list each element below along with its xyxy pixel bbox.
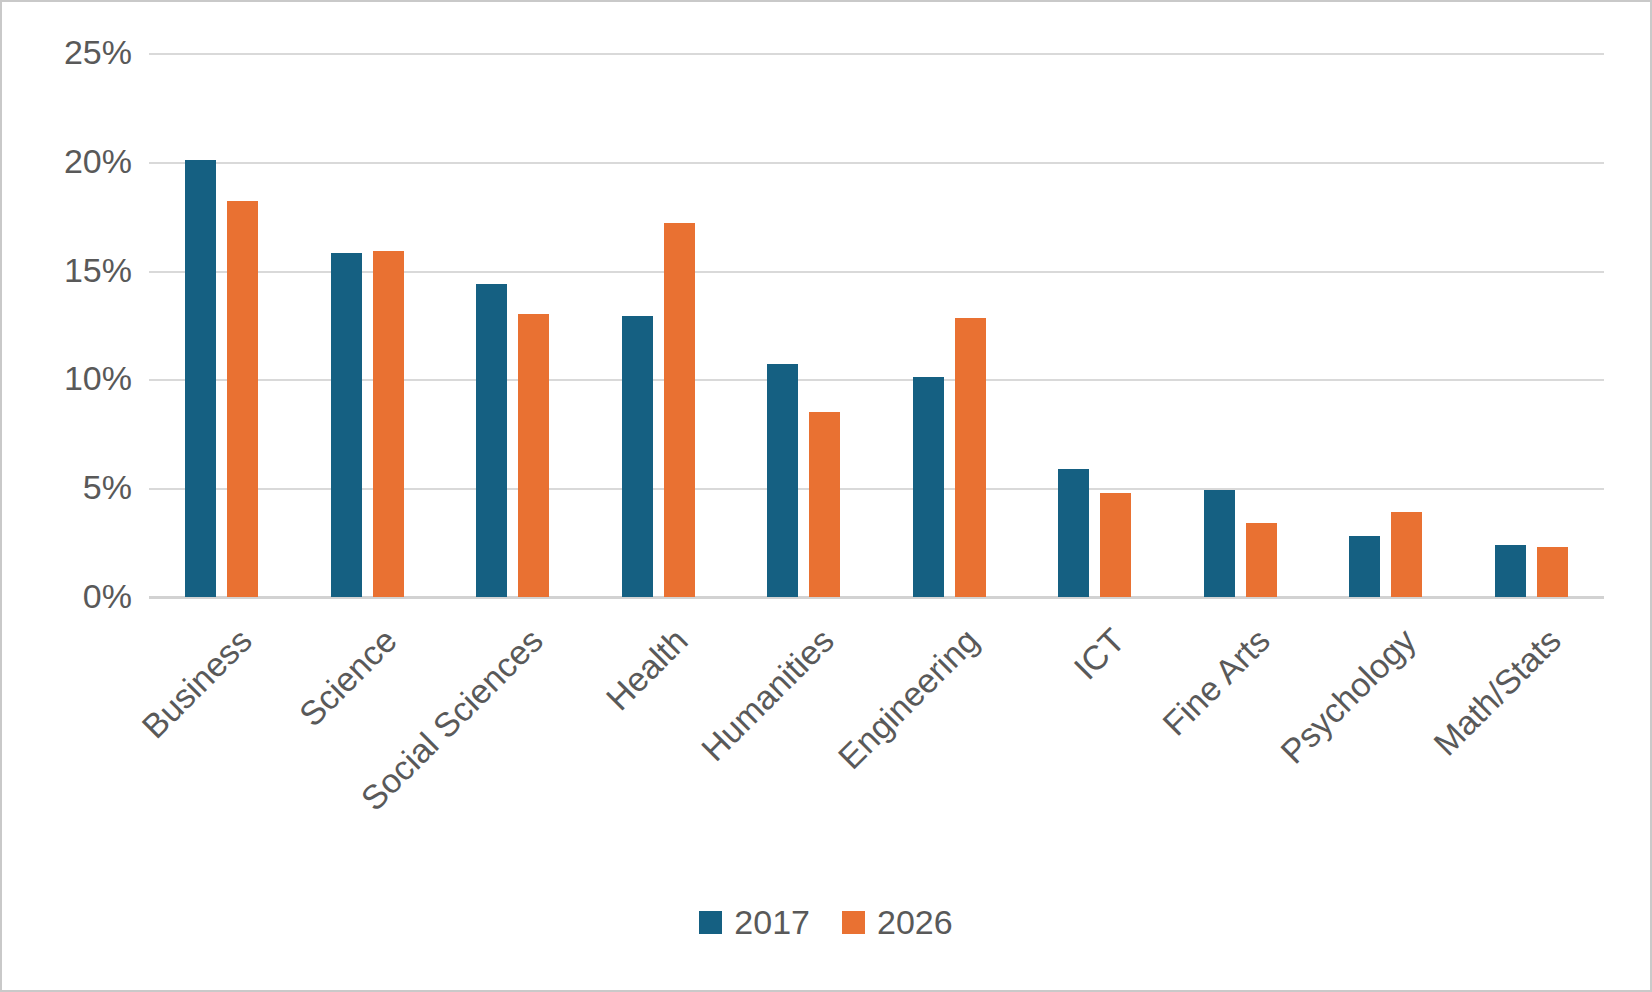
cluster-business xyxy=(149,53,295,597)
bar-2017-science xyxy=(331,253,362,597)
cluster-health xyxy=(586,53,732,597)
x-category-label-math-stats: Math/Stats xyxy=(1273,621,1569,917)
bar-clusters xyxy=(149,53,1604,597)
bar-2026-business xyxy=(227,201,258,597)
legend-label-2017: 2017 xyxy=(734,903,810,942)
bar-2017-math-stats xyxy=(1495,545,1526,597)
cluster-math-stats xyxy=(1459,53,1605,597)
bar-2017-ict xyxy=(1058,469,1089,597)
bar-2026-psychology xyxy=(1391,512,1422,597)
bar-2017-fine-arts xyxy=(1204,490,1235,597)
bar-2026-engineering xyxy=(955,318,986,597)
y-tick-label-15pct: 15% xyxy=(20,250,132,289)
x-category-label-humanities: Humanities xyxy=(545,621,841,917)
bar-2017-psychology xyxy=(1349,536,1380,597)
x-category-label-health: Health xyxy=(400,621,696,917)
legend-swatch-2026 xyxy=(842,911,865,934)
plot-area xyxy=(149,53,1604,597)
x-category-label-psychology: Psychology xyxy=(1127,621,1423,917)
cluster-psychology xyxy=(1313,53,1459,597)
y-tick-label-20pct: 20% xyxy=(20,142,132,181)
bar-2026-science xyxy=(373,251,404,597)
bar-2017-health xyxy=(622,316,653,597)
x-category-label-engineering: Engineering xyxy=(691,621,987,917)
y-tick-label-25pct: 25% xyxy=(20,33,132,72)
chart-legend: 2017 2026 xyxy=(2,903,1650,942)
cluster-social-sciences xyxy=(440,53,586,597)
bar-2026-social-sciences xyxy=(518,314,549,597)
cluster-science xyxy=(295,53,441,597)
legend-item-2017: 2017 xyxy=(699,903,810,942)
cluster-humanities xyxy=(731,53,877,597)
y-tick-label-10pct: 10% xyxy=(20,359,132,398)
bar-2017-humanities xyxy=(767,364,798,597)
x-category-label-science: Science xyxy=(109,621,405,917)
x-category-label-fine-arts: Fine Arts xyxy=(982,621,1278,917)
x-category-label-ict: ICT xyxy=(836,621,1132,917)
legend-swatch-2017 xyxy=(699,911,722,934)
y-tick-label-0pct: 0% xyxy=(20,577,132,616)
y-tick-label-5pct: 5% xyxy=(20,468,132,507)
legend-item-2026: 2026 xyxy=(842,903,953,942)
bar-2026-math-stats xyxy=(1537,547,1568,597)
x-category-label-social-sciences: Social Sciences xyxy=(254,621,550,917)
bar-2017-engineering xyxy=(913,377,944,597)
bar-2017-business xyxy=(185,160,216,597)
legend-label-2026: 2026 xyxy=(877,903,953,942)
bar-2026-fine-arts xyxy=(1246,523,1277,597)
cluster-ict xyxy=(1022,53,1168,597)
chart-canvas: 0%5%10%15%20%25% BusinessScienceSocial S… xyxy=(0,0,1652,992)
cluster-fine-arts xyxy=(1168,53,1314,597)
cluster-engineering xyxy=(877,53,1023,597)
bar-2026-humanities xyxy=(809,412,840,597)
bar-2017-social-sciences xyxy=(476,284,507,597)
bar-2026-health xyxy=(664,223,695,597)
bar-2026-ict xyxy=(1100,493,1131,597)
